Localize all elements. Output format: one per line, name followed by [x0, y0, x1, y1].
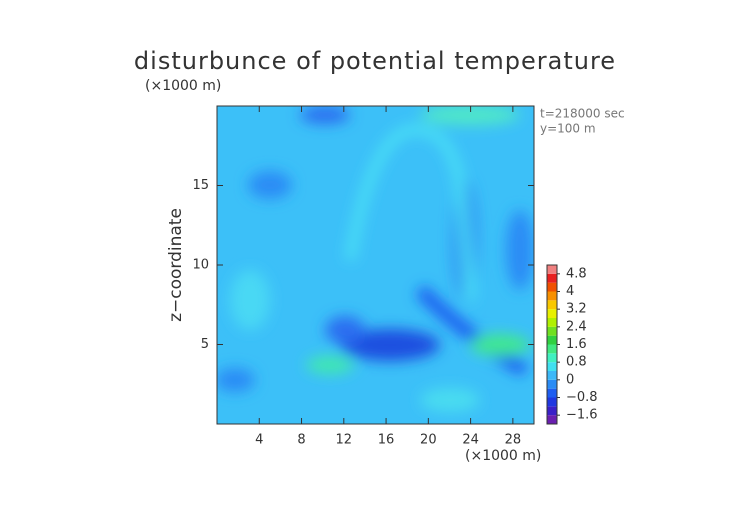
- y-tick-label: 15: [192, 178, 209, 193]
- colorbar-box: [547, 406, 557, 416]
- y-tick-label: 10: [192, 258, 209, 273]
- colorbar-tick-label: −1.6: [566, 408, 598, 423]
- x-tick-label: 16: [378, 433, 395, 448]
- y-unit-label: (×1000 m): [145, 78, 221, 94]
- colorbar-tick-label: 4.8: [566, 266, 587, 281]
- colorbar-box: [547, 371, 557, 380]
- x-tick-label: 12: [336, 433, 353, 448]
- colorbar-box: [547, 353, 557, 363]
- colorbar-box: [547, 388, 557, 398]
- colorbar-box: [547, 309, 557, 318]
- colorbar-tick-label: −0.8: [566, 390, 598, 405]
- colorbar-tick-label: 4: [566, 284, 574, 299]
- x-tick-label: 8: [297, 433, 305, 448]
- y-tick-label: 5: [201, 337, 209, 352]
- colorbar-box: [547, 300, 557, 310]
- colorbar-box: [547, 318, 557, 327]
- colorbar-box: [547, 273, 557, 283]
- colorbar-box: [547, 282, 557, 292]
- colorbar-tick-label: 2.4: [566, 319, 587, 334]
- colorbar-tick-label: 3.2: [566, 302, 587, 317]
- contour-field: [217, 106, 534, 424]
- x-tick-label: 24: [462, 433, 479, 448]
- colorbar-box: [547, 291, 557, 301]
- colorbar-box: [547, 344, 557, 354]
- x-tick-label: 28: [505, 433, 522, 448]
- colorbar-tick-label: 1.6: [566, 337, 587, 352]
- x-tick-label: 20: [420, 433, 437, 448]
- y-axis-label: z−coordinate: [166, 208, 186, 322]
- annotation: t=218000 sec: [540, 107, 625, 121]
- annotation: y=100 m: [540, 122, 596, 136]
- colorbar-box: [547, 335, 557, 345]
- colorbar-box: [547, 265, 557, 274]
- x-unit-label: (×1000 m): [465, 448, 541, 464]
- colorbar-box: [547, 362, 557, 371]
- colorbar-tick-label: 0: [566, 372, 574, 387]
- x-tick-label: 4: [255, 433, 263, 448]
- colorbar-box: [547, 415, 557, 424]
- colorbar-tick-label: 0.8: [566, 355, 587, 370]
- colorbar-box: [547, 326, 557, 336]
- colorbar-frame: [546, 264, 558, 425]
- colorbar-box: [547, 397, 557, 407]
- chart-title: disturbunce of potential temperature: [134, 47, 616, 75]
- colorbar-box: [547, 379, 557, 389]
